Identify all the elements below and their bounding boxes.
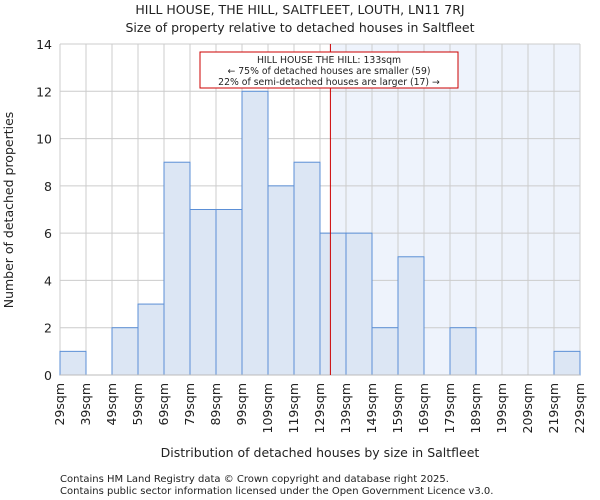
histogram-bar [111, 327, 139, 376]
histogram-bar [215, 209, 243, 376]
x-tick-label: 39sqm [78, 383, 93, 426]
plot-area: 0 2 4 6 8 10 12 14 29sqm 39sqm 49sqm 59sqm 69sqm 79sq… [36, 37, 587, 433]
x-tick-label: 159sqm [390, 383, 405, 433]
annotation-line2: ← 75% of detached houses are smaller (59… [228, 66, 431, 77]
histogram-bar [319, 232, 347, 376]
y-tick-label: 8 [44, 179, 52, 194]
x-tick-label: 79sqm [182, 383, 197, 426]
histogram-bar [59, 350, 87, 376]
footer-line-2: Contains public sector information licen… [60, 486, 493, 497]
y-tick-label: 0 [44, 368, 52, 383]
y-tick-label: 4 [44, 273, 52, 288]
histogram-bar [137, 303, 165, 376]
y-tick-label: 10 [36, 132, 52, 147]
y-tick-label: 2 [44, 321, 52, 336]
x-tick-label: 189sqm [468, 383, 483, 433]
x-tick-label: 119sqm [286, 383, 301, 433]
y-tick-label: 14 [36, 37, 52, 52]
histogram-bar [397, 256, 425, 376]
x-tick-label: 29sqm [52, 383, 67, 426]
annotation-border [199, 51, 459, 89]
histogram-bar [241, 90, 269, 376]
histogram-bar [553, 350, 581, 376]
histogram-bar [371, 327, 399, 376]
histogram-bar [163, 161, 191, 376]
x-tick-label: 219sqm [546, 383, 561, 433]
x-tick-label: 69sqm [156, 383, 171, 426]
annotation-line3: 22% of semi-detached houses are larger (… [218, 77, 440, 88]
histogram-bar [293, 161, 321, 376]
chart-subtitle: Size of property relative to detached ho… [125, 20, 474, 35]
chart-title: HILL HOUSE, THE HILL, SALTFLEET, LOUTH, … [135, 2, 464, 17]
annotation-line1: HILL HOUSE THE HILL: 133sqm [257, 55, 401, 66]
x-tick-label: 49sqm [104, 383, 119, 426]
y-tick-label: 6 [44, 226, 52, 241]
x-tick-label: 139sqm [338, 383, 353, 433]
x-tick-label: 149sqm [364, 383, 379, 433]
histogram-bar [449, 327, 477, 376]
x-tick-label: 129sqm [312, 383, 327, 433]
x-tick-label: 59sqm [130, 383, 145, 426]
footer-line-1: Contains HM Land Registry data © Crown c… [60, 474, 449, 485]
x-tick-label: 99sqm [234, 383, 249, 426]
histogram-bar [189, 209, 217, 376]
x-axis-label: Distribution of detached houses by size … [161, 445, 480, 460]
x-tick-label: 229sqm [572, 383, 587, 433]
x-tick-label: 199sqm [494, 383, 509, 433]
x-tick-label: 209sqm [520, 383, 535, 433]
y-tick-label: 12 [36, 84, 52, 99]
annotation-box: HILL HOUSE THE HILL: 133sqm← 75% of deta… [199, 51, 459, 89]
x-tick-label: 179sqm [442, 383, 457, 433]
x-tick-label: 89sqm [208, 383, 223, 426]
y-axis-label: Number of detached properties [1, 112, 16, 309]
histogram-bar [267, 185, 295, 376]
x-tick-label: 109sqm [260, 383, 275, 433]
x-tick-label: 169sqm [416, 383, 431, 433]
histogram-bar [345, 232, 373, 376]
